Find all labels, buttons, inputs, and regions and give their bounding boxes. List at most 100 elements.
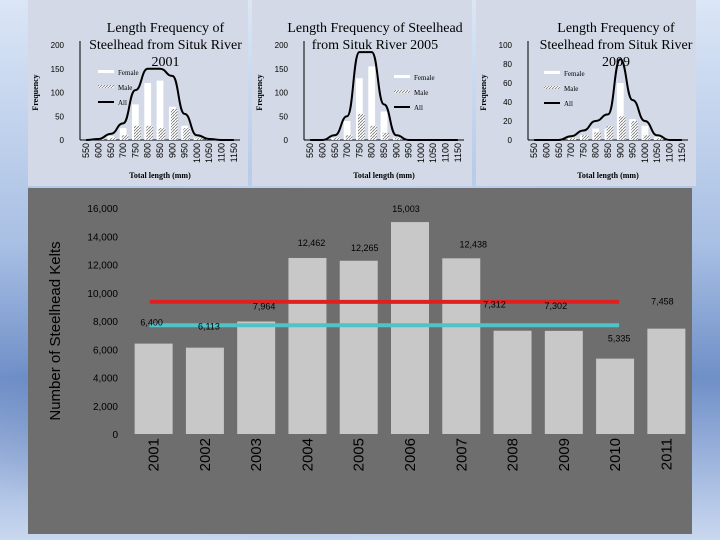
y-tick-label: 14,000 bbox=[87, 232, 118, 243]
x-axis-label: Total length (mm) bbox=[129, 171, 191, 180]
y-tick-label: 150 bbox=[51, 65, 65, 74]
y-tick-label: 100 bbox=[51, 89, 65, 98]
kelt-bar bbox=[134, 343, 173, 434]
kelt-bar bbox=[442, 258, 481, 434]
x-tick-label: 1150 bbox=[229, 143, 239, 162]
kelt-bar bbox=[237, 321, 276, 434]
x-tick-label: 1050 bbox=[652, 143, 662, 163]
y-tick-label: 6,000 bbox=[93, 345, 118, 356]
legend-label: Female bbox=[414, 74, 435, 82]
kelt-bar bbox=[493, 330, 532, 434]
x-tick-label: 650 bbox=[554, 143, 564, 158]
male-bar bbox=[582, 135, 589, 140]
value-label: 5,335 bbox=[608, 334, 631, 344]
legend-label: Male bbox=[564, 85, 578, 93]
x-tick-label: 900 bbox=[615, 143, 625, 158]
value-label: 12,462 bbox=[298, 238, 326, 248]
male-bar bbox=[631, 121, 638, 140]
value-label: 7,312 bbox=[483, 300, 506, 310]
female-bar bbox=[343, 121, 351, 140]
x-tick-label: 1000 bbox=[416, 143, 426, 163]
male-bar bbox=[655, 138, 663, 140]
x-tick-label: 650 bbox=[330, 143, 340, 158]
x-tick-label: 550 bbox=[529, 143, 539, 158]
y-axis-label: Number of Steelhead Kelts bbox=[47, 241, 64, 420]
legend-label: All bbox=[118, 99, 127, 107]
x-tick-label: 2009 bbox=[556, 438, 573, 471]
chart-title-2005: Length Frequency of Steelhead from Situk… bbox=[287, 21, 463, 53]
y-tick-label: 0 bbox=[60, 136, 65, 145]
all-series-line bbox=[310, 51, 458, 141]
x-tick-label: 2005 bbox=[351, 438, 368, 471]
male-bar bbox=[109, 137, 117, 140]
x-tick-label: 2001 bbox=[146, 438, 163, 471]
x-tick-label: 1100 bbox=[441, 143, 451, 162]
y-tick-label: 8,000 bbox=[93, 317, 118, 328]
length-frequency-chart-2005: Length Frequency of Steelhead from Situk… bbox=[252, 0, 472, 186]
chart-2001-svg: 0 50 100 150 200 Frequency 550 600 650 700 750 800 8… bbox=[31, 41, 240, 180]
legend-swatch-female bbox=[98, 70, 114, 73]
male-bar bbox=[121, 135, 129, 140]
x-tick-label: 1050 bbox=[428, 143, 438, 163]
male-bar bbox=[146, 125, 154, 140]
female-bar bbox=[380, 111, 388, 140]
x-tick-label: 750 bbox=[130, 143, 140, 158]
y-tick-label: 16,000 bbox=[87, 204, 118, 215]
x-tick-label: 1000 bbox=[640, 143, 650, 163]
value-label: 12,265 bbox=[351, 243, 379, 253]
female-bar bbox=[641, 125, 649, 140]
steelhead-kelts-chart: 0 2,000 4,000 6,000 8,000 10,000 12,000 14,000 1… bbox=[28, 188, 692, 534]
x-tick-label: 950 bbox=[180, 143, 190, 158]
x-tick-label: 800 bbox=[143, 143, 153, 158]
legend-label: Male bbox=[414, 89, 428, 97]
legend-swatch-male bbox=[544, 86, 560, 89]
value-label: 6,400 bbox=[140, 318, 163, 328]
male-bar bbox=[170, 109, 178, 140]
female-bar bbox=[144, 83, 152, 140]
kelt-bar bbox=[288, 257, 327, 434]
male-bar bbox=[382, 132, 390, 140]
length-frequency-chart-2001: Length Frequency of Steelhead from Situk… bbox=[28, 0, 248, 186]
y-tick-label: 10,000 bbox=[87, 289, 118, 300]
y-tick-label: 200 bbox=[275, 41, 289, 50]
x-tick-label: 2004 bbox=[299, 438, 316, 471]
y-axis-label: Frequency bbox=[479, 74, 488, 110]
x-tick-label: 2011 bbox=[658, 438, 675, 470]
x-tick-label: 2003 bbox=[248, 438, 265, 471]
y-axis-label: Frequency bbox=[31, 74, 40, 110]
male-bar bbox=[183, 128, 190, 140]
all-series-line bbox=[534, 58, 682, 141]
y-tick-label: 100 bbox=[275, 89, 289, 98]
female-bar bbox=[119, 128, 127, 140]
x-tick-label: 2007 bbox=[453, 438, 470, 471]
male-bar bbox=[569, 138, 577, 140]
female-bar bbox=[368, 66, 376, 140]
x-tick-label: 550 bbox=[81, 143, 91, 158]
chart-2005-svg: 0 50 100 150 200 Frequency 550 600 650 700 750 800 8… bbox=[255, 41, 464, 180]
x-tick-label: 800 bbox=[367, 143, 377, 158]
x-tick-label: 2006 bbox=[402, 438, 419, 471]
x-tick-label: 950 bbox=[404, 143, 414, 158]
x-tick-label: 900 bbox=[391, 143, 401, 158]
legend-label: Female bbox=[564, 70, 585, 78]
female-bar bbox=[356, 78, 363, 140]
x-tick-label: 850 bbox=[603, 143, 613, 158]
y-tick-label: 40 bbox=[503, 98, 512, 107]
male-bar bbox=[195, 137, 203, 140]
x-tick-label: 900 bbox=[167, 143, 177, 158]
male-bar bbox=[370, 125, 378, 140]
x-tick-label: 1050 bbox=[204, 143, 214, 163]
x-tick-label: 1150 bbox=[453, 143, 463, 162]
all-series-line bbox=[86, 67, 234, 141]
x-tick-label: 650 bbox=[106, 143, 116, 158]
legend-swatch-female bbox=[544, 71, 560, 74]
kelt-bar bbox=[391, 222, 429, 434]
legend-swatch-female bbox=[394, 75, 410, 78]
legend-swatch-male bbox=[394, 90, 410, 93]
x-tick-label: 1100 bbox=[665, 143, 675, 162]
x-axis-label: Total length (mm) bbox=[577, 171, 639, 180]
value-label: 6,113 bbox=[198, 322, 220, 332]
male-bar bbox=[594, 132, 602, 140]
male-bar bbox=[643, 135, 651, 140]
male-bar bbox=[618, 116, 626, 140]
